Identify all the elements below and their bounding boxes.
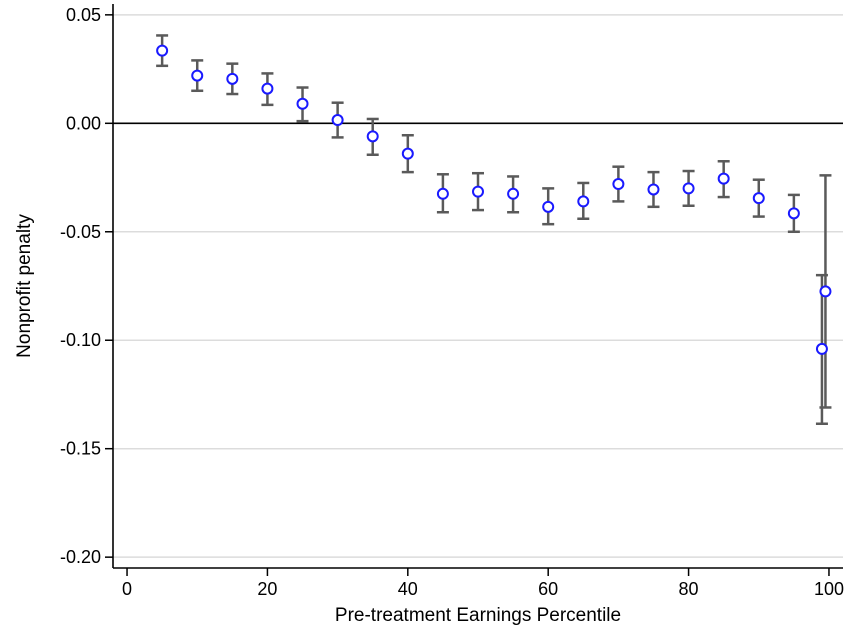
point-marker [542, 200, 555, 213]
x-tick-label: 100 [814, 579, 844, 599]
y-tick-label: -0.10 [60, 330, 101, 350]
x-tick-label: 80 [679, 579, 699, 599]
data-points [156, 44, 832, 355]
point-marker [331, 114, 344, 127]
point-marker [156, 44, 169, 57]
x-tick-label: 60 [538, 579, 558, 599]
point-marker [366, 130, 379, 143]
point-marker [577, 195, 590, 208]
point-marker [226, 72, 239, 85]
y-tick-label: 0.05 [66, 5, 101, 25]
point-marker [647, 183, 660, 196]
x-tick-label: 40 [398, 579, 418, 599]
point-marker [401, 147, 414, 160]
y-axis-title: Nonprofit penalty [14, 214, 35, 358]
y-tick-label: -0.20 [60, 547, 101, 567]
y-tick-label: 0.00 [66, 113, 101, 133]
x-axis-title: Pre-treatment Earnings Percentile [335, 605, 621, 626]
point-marker [261, 82, 274, 95]
y-tick-label: -0.15 [60, 439, 101, 459]
point-marker [191, 69, 204, 82]
point-marker [752, 192, 765, 205]
point-marker [612, 178, 625, 191]
x-tick-label: 20 [257, 579, 277, 599]
point-marker [815, 342, 828, 355]
y-axis-ticks: 0.05 0.00 -0.05 -0.10 -0.15 -0.20 [60, 5, 113, 567]
point-marker [787, 207, 800, 220]
point-marker [296, 97, 309, 110]
point-marker [682, 182, 695, 195]
point-marker [819, 285, 832, 298]
point-marker [717, 172, 730, 185]
point-marker [507, 187, 520, 200]
x-axis-ticks: 0 20 40 60 80 100 [122, 568, 844, 599]
x-tick-label: 0 [122, 579, 132, 599]
axes [112, 4, 843, 569]
point-marker [472, 185, 484, 198]
y-tick-label: -0.05 [60, 222, 101, 242]
point-marker [436, 187, 449, 200]
